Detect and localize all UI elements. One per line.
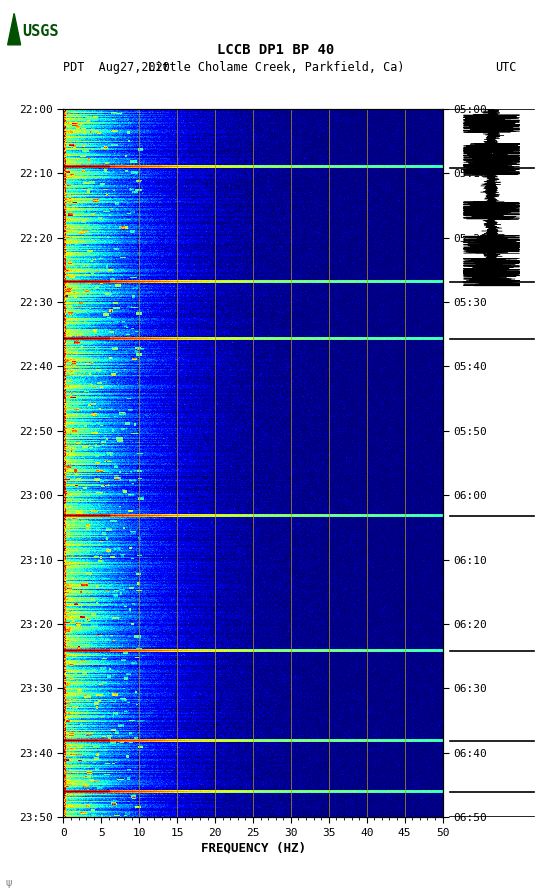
Text: Little Cholame Creek, Parkfield, Ca): Little Cholame Creek, Parkfield, Ca) [148, 62, 404, 74]
Text: ψ: ψ [6, 878, 12, 888]
Text: USGS: USGS [23, 24, 59, 39]
Text: PDT  Aug27,2020: PDT Aug27,2020 [63, 62, 171, 74]
Text: LCCB DP1 BP 40: LCCB DP1 BP 40 [217, 43, 335, 57]
Polygon shape [8, 13, 20, 45]
Text: UTC: UTC [495, 62, 516, 74]
X-axis label: FREQUENCY (HZ): FREQUENCY (HZ) [200, 842, 305, 855]
